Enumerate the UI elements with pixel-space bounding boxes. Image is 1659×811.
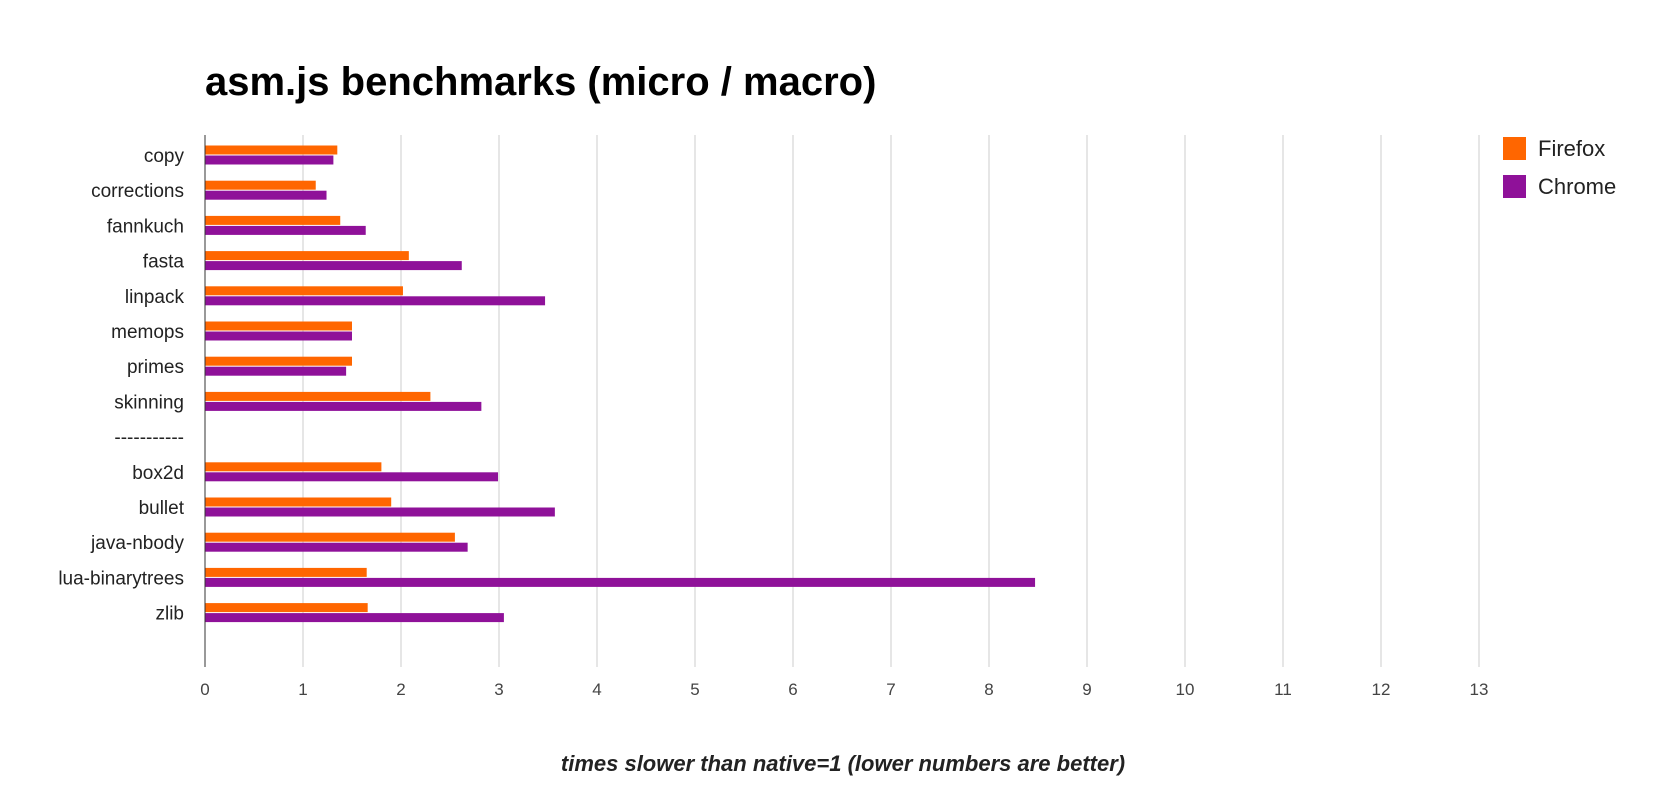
bar-firefox-lua-binarytrees [205,567,367,577]
bar-chrome-skinning [205,401,482,411]
x-tick-label: 12 [1372,680,1391,699]
category-label: ----------- [114,428,184,449]
bar-chrome-bullet [205,507,555,517]
x-tick-label: 7 [886,680,895,699]
x-axis-label: times slower than native=1 (lower number… [561,751,1125,776]
x-tick-label: 4 [592,680,601,699]
bar-firefox-java-nbody [205,532,455,542]
x-tick-label: 6 [788,680,797,699]
bar-firefox-memops [205,321,352,331]
legend-label-firefox: Firefox [1538,136,1605,161]
legend-label-chrome: Chrome [1538,174,1616,199]
bar-firefox-linpack [205,286,403,296]
bar-chrome-corrections [205,190,327,200]
bar-chrome-java-nbody [205,542,468,552]
category-label: box2d [132,463,184,484]
category-label: primes [127,357,184,378]
bar-firefox-box2d [205,462,382,472]
x-tick-label: 11 [1274,680,1292,699]
bars [205,145,1036,623]
x-tick-labels: 0 1 2 3 4 5 6 7 8 9 10 11 12 13 [200,680,1488,699]
category-label: fannkuch [107,216,184,237]
x-tick-label: 10 [1176,680,1195,699]
bar-chrome-zlib [205,613,504,623]
bar-chrome-primes [205,366,347,376]
bar-chrome-copy [205,155,334,165]
bar-chrome-fannkuch [205,225,366,235]
category-label: lua-binarytrees [58,568,184,589]
category-label: skinning [114,392,184,413]
category-label: zlib [155,604,184,625]
bar-chrome-lua-binarytrees [205,577,1036,587]
bar-firefox-fasta [205,251,409,261]
x-tick-label: 0 [200,680,209,699]
x-tick-label: 2 [396,680,405,699]
bar-chrome-linpack [205,296,546,306]
category-label: bullet [139,498,185,519]
bar-firefox-primes [205,356,352,366]
x-tick-label: 9 [1082,680,1091,699]
legend-swatch-firefox [1503,137,1526,160]
x-tick-label: 5 [690,680,699,699]
bar-chrome-memops [205,331,352,341]
bar-firefox-corrections [205,180,316,190]
bar-chrome-fasta [205,261,462,271]
category-labels: copy corrections fannkuch fasta linpack memop… [58,146,184,625]
bar-firefox-bullet [205,497,392,507]
category-label: java-nbody [90,533,184,554]
x-tick-label: 8 [984,680,993,699]
x-tick-label: 13 [1470,680,1489,699]
x-tick-label: 1 [298,680,307,699]
bar-firefox-copy [205,145,338,155]
legend: Firefox Chrome [1503,136,1616,199]
chart-title: asm.js benchmarks (micro / macro) [205,60,876,104]
bar-firefox-skinning [205,391,431,401]
bar-chrome-box2d [205,472,499,482]
category-label: fasta [143,252,185,273]
category-label: linpack [125,287,185,308]
category-label: memops [111,322,184,343]
x-tick-label: 3 [494,680,503,699]
gridlines [302,135,1480,667]
bar-firefox-zlib [205,603,368,613]
category-label: corrections [91,181,184,202]
legend-swatch-chrome [1503,175,1526,198]
bar-firefox-fannkuch [205,215,341,225]
category-label: copy [144,146,185,167]
